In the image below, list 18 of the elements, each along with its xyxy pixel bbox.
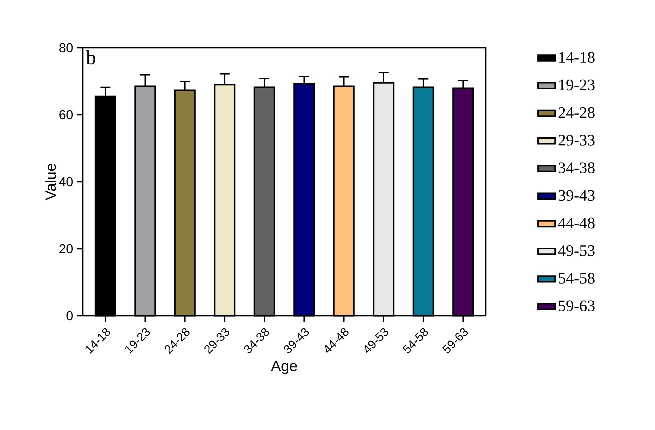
legend-label: 39-43 <box>558 190 595 202</box>
y-tick-label: 80 <box>60 43 73 53</box>
legend-label: 19-23 <box>560 80 595 91</box>
legend-label: 14-18 <box>560 52 595 63</box>
annotation: b <box>86 50 96 65</box>
legend-label: 29-33 <box>558 135 595 146</box>
legend-label: 44-48 <box>558 218 595 229</box>
y-tick-label: 0 <box>66 311 73 321</box>
y-tick-label: 40 <box>59 177 73 187</box>
legend-label: 24-28 <box>558 107 595 118</box>
legend-label: 59-63 <box>559 300 595 312</box>
legend-label: 49-53 <box>558 246 595 256</box>
legend-label: 34-38 <box>558 162 595 174</box>
x-axis-title: Age <box>271 360 298 374</box>
legend-label: 54-58 <box>559 273 595 284</box>
y-tick-label: 20 <box>60 244 73 254</box>
y-axis-title: Value <box>45 164 56 201</box>
y-tick-label: 60 <box>60 110 73 120</box>
